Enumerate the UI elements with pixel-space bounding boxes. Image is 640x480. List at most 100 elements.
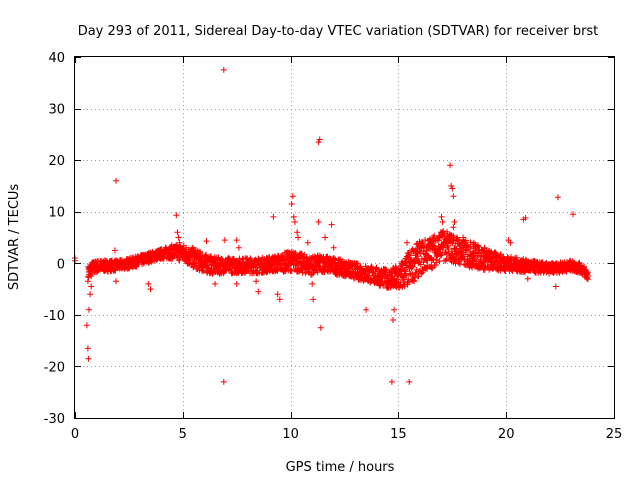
- y-tick-label: 20: [48, 154, 65, 169]
- data-point: [488, 248, 495, 255]
- data-point: [462, 237, 469, 244]
- data-point: [85, 355, 92, 362]
- y-axis-label: SDTVAR / TECUs: [7, 184, 22, 291]
- data-point: [411, 274, 418, 280]
- data-point: [315, 139, 322, 146]
- data-point: [406, 270, 413, 277]
- y-tick-label: 10: [48, 206, 65, 221]
- data-point: [466, 244, 472, 251]
- data-point: [391, 306, 398, 313]
- data-point: [422, 237, 429, 243]
- x-axis-label: GPS time / hours: [286, 460, 395, 475]
- data-point: [363, 306, 370, 313]
- y-tick-label: -30: [44, 412, 65, 427]
- data-point: [401, 267, 408, 274]
- data-point: [470, 239, 477, 246]
- data-point: [524, 275, 531, 282]
- data-point: [576, 259, 583, 266]
- data-point: [420, 240, 426, 247]
- data-point: [429, 238, 435, 245]
- data-point: [450, 224, 457, 231]
- data-point: [233, 280, 240, 287]
- data-point: [274, 267, 281, 274]
- data-point: [507, 239, 514, 246]
- y-tick-label: 30: [48, 103, 65, 118]
- data-point: [175, 234, 182, 241]
- data-point: [173, 212, 180, 219]
- data-point: [402, 268, 409, 275]
- plot-frame: [74, 56, 615, 419]
- x-tick-label: 0: [71, 427, 79, 442]
- data-point: [453, 246, 460, 253]
- chart-title: Day 293 of 2011, Sidereal Day-to-day VTE…: [78, 24, 599, 39]
- data-point: [316, 136, 323, 143]
- data-point: [439, 219, 446, 225]
- y-tick-label: -20: [44, 360, 65, 375]
- data-point: [388, 378, 395, 385]
- data-point: [276, 296, 283, 303]
- data-point: [481, 244, 488, 251]
- data-point: [448, 182, 455, 189]
- data-point: [330, 244, 337, 251]
- y-tick-label: -10: [44, 309, 65, 324]
- axis-ticks: [75, 57, 615, 419]
- data-point: [113, 177, 119, 184]
- data-point: [83, 322, 90, 329]
- data-point: [202, 261, 209, 268]
- data-point: [409, 263, 416, 270]
- data-point: [403, 272, 410, 279]
- data-point: [585, 273, 592, 279]
- x-tick-label: 25: [606, 427, 623, 442]
- data-point: [291, 219, 298, 225]
- data-point: [176, 239, 183, 246]
- data-point: [221, 237, 228, 244]
- x-tick-label: 15: [390, 427, 407, 442]
- data-point: [449, 185, 456, 192]
- data-point: [474, 253, 481, 259]
- data-point: [86, 306, 92, 313]
- data-point: [289, 193, 296, 200]
- data-point: [450, 193, 457, 200]
- data-point: [294, 229, 301, 236]
- data-point: [391, 275, 398, 282]
- y-tick-label: 0: [57, 257, 65, 272]
- data-point: [406, 278, 413, 285]
- data-point: [452, 255, 459, 262]
- data-point: [309, 271, 316, 278]
- data-point: [147, 286, 154, 293]
- data-point: [145, 280, 152, 287]
- data-point: [438, 213, 445, 220]
- data-point: [497, 251, 504, 258]
- data-point: [445, 246, 452, 252]
- data-point: [378, 275, 385, 282]
- data-point: [309, 280, 316, 287]
- data-point: [447, 162, 454, 169]
- data-point: [255, 288, 262, 295]
- data-point: [355, 260, 361, 267]
- data-point: [317, 324, 324, 331]
- data-point: [220, 378, 227, 385]
- data-point: [270, 213, 277, 220]
- data-point: [288, 268, 295, 274]
- data-point: [215, 254, 222, 261]
- data-point: [208, 253, 215, 260]
- x-tick-label: 5: [179, 427, 187, 442]
- data-point: [212, 280, 219, 287]
- data-point: [497, 252, 503, 259]
- data-point: [233, 237, 240, 244]
- data-point: [288, 201, 295, 207]
- data-point: [220, 66, 227, 73]
- data-point: [291, 251, 298, 258]
- data-point: [88, 283, 95, 290]
- data-point: [404, 239, 410, 246]
- y-tick-labels: -30 -20 -10 0 10 20 30 40: [44, 51, 65, 427]
- data-point: [373, 264, 380, 271]
- data-point: [328, 221, 335, 228]
- data-point: [415, 257, 422, 264]
- x-tick-label: 20: [498, 427, 515, 442]
- data-point: [451, 219, 458, 225]
- data-point: [315, 219, 322, 225]
- data-point: [412, 269, 419, 276]
- data-point: [87, 291, 94, 298]
